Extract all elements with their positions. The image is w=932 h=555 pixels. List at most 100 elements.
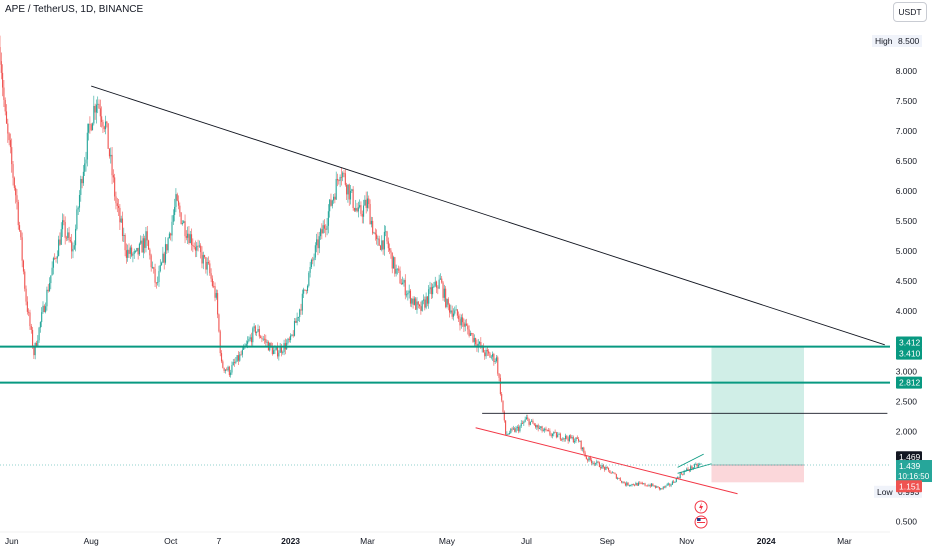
candle-body [103, 126, 105, 130]
candle-body [473, 338, 475, 342]
candle-body [77, 207, 79, 210]
candle-body [571, 437, 573, 439]
candle-body [597, 461, 599, 463]
currency-button[interactable]: USDT [893, 2, 927, 22]
flag-stripe [697, 524, 706, 525]
candle-body [334, 196, 336, 200]
candle-body [230, 372, 232, 376]
candle-body [301, 293, 303, 311]
candle-body [369, 204, 371, 225]
candle-body [420, 306, 422, 311]
candle-body [222, 361, 224, 368]
candle-body [8, 133, 10, 141]
candle-body [154, 268, 156, 283]
candle-body [197, 245, 199, 247]
candle-body [94, 105, 96, 113]
candle-body [254, 326, 256, 334]
candle-body [596, 461, 598, 464]
candle-body [652, 483, 654, 486]
candle-body [223, 367, 225, 371]
candle-body [637, 482, 640, 486]
candle-body [561, 439, 563, 441]
candle-body [607, 467, 610, 471]
candle-body [327, 211, 329, 226]
candle-body [399, 270, 401, 284]
candle-body [236, 355, 238, 362]
candle-body [407, 292, 409, 295]
candle-body [215, 293, 217, 298]
candle-body [55, 258, 57, 259]
candle-body [270, 342, 272, 347]
candle-body [572, 437, 574, 443]
x-tick-label: Jul [521, 536, 532, 546]
candle-body [167, 238, 169, 251]
candle-body [394, 257, 396, 274]
candle-body [297, 317, 299, 318]
price-tag-1469-text: 1.469 [899, 452, 921, 462]
candle-body [123, 235, 125, 236]
candle-body [257, 329, 259, 332]
candle-body [492, 354, 494, 357]
candle-body [20, 230, 22, 238]
y-tick-label: 2.000 [896, 426, 918, 436]
candle-body [107, 123, 109, 149]
candle-body [627, 482, 629, 486]
candle-body [21, 237, 23, 261]
candle-body [523, 421, 525, 424]
candle-body [406, 294, 408, 296]
candle-body [28, 311, 30, 313]
candle-body [458, 315, 460, 320]
candle-body [365, 199, 367, 208]
candle-body [454, 310, 456, 314]
candle-body [201, 252, 203, 264]
candle-body [515, 427, 517, 432]
candle-body [413, 298, 415, 305]
candle-body [271, 346, 273, 355]
candle-body [198, 245, 200, 247]
candle-body [213, 285, 215, 287]
candle-body [372, 220, 374, 234]
candle-body [686, 468, 688, 471]
candle-body [29, 312, 31, 327]
candle-body [346, 184, 348, 195]
candle-body [196, 245, 198, 251]
candle-body [544, 428, 546, 431]
candle-body [250, 337, 253, 343]
high-label-bg [872, 35, 922, 48]
candle-body [42, 305, 44, 313]
candle-body [484, 352, 486, 357]
candle-body [592, 462, 594, 464]
candle-body [657, 486, 659, 488]
candle-body [562, 438, 564, 440]
drawings [0, 85, 890, 495]
candle-body [220, 353, 223, 362]
x-tick-label: Nov [679, 536, 695, 546]
candle-body [653, 485, 655, 487]
candle-body [376, 234, 378, 240]
candle-body [69, 240, 71, 242]
candle-body [48, 283, 51, 292]
candle-body [508, 432, 511, 434]
candle-body [648, 485, 650, 487]
candle-body [35, 342, 38, 347]
candle-body [30, 326, 32, 330]
candle-body [90, 124, 92, 131]
candle-body [205, 257, 207, 270]
candle-body [67, 232, 69, 238]
candle-body [464, 323, 466, 327]
candle-body [356, 208, 358, 212]
candle-body [468, 329, 470, 336]
candle-body [232, 362, 234, 366]
candle-body [292, 334, 294, 336]
high-label: High 8.500 [872, 35, 922, 48]
candle-body [99, 108, 101, 117]
candle-body [373, 232, 375, 234]
candle-body [12, 164, 14, 178]
candle-body [519, 426, 521, 432]
candle-body [187, 233, 189, 238]
candle-body [564, 435, 567, 440]
candle-body [26, 301, 28, 312]
candle-body [279, 346, 281, 353]
